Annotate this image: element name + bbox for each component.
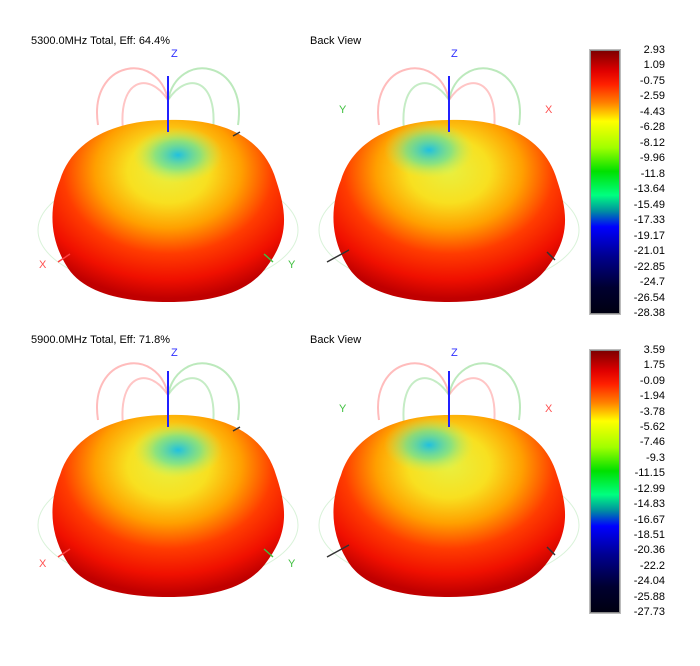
null-region [384,122,474,178]
colorbar-tick-label: 3.59 [643,344,665,356]
y-axis-label-back: Y [339,403,347,415]
axis-stub [326,544,350,558]
x-axis-label-back: X [545,104,553,116]
axis-stub [326,249,350,263]
colorbar-tick-label: -17.33 [633,214,665,227]
x-axis-label: X [39,558,47,570]
y-axis-label-back: Y [339,104,347,116]
z-axis-label: Z [171,347,178,359]
pattern-surface [333,119,566,303]
pattern-surface [52,119,285,303]
x-axis-label: X [39,259,47,271]
colorbar-tick-label: -26.54 [633,291,665,304]
colorbar-tick-label: -6.28 [639,121,665,134]
y-axis-label: Y [288,259,296,271]
colorbar-tick-label: -2.59 [639,90,665,103]
colorbar-tick-label: -3.78 [639,405,665,418]
axis-stub [232,426,241,432]
colorbar-tick-label: -0.75 [639,74,665,87]
x-axis [57,548,71,558]
y-axis [263,548,274,558]
colorbar-tick-label: -14.83 [633,498,665,511]
colorbar-tick-label: -25.88 [633,590,665,603]
colorbar-tick-label: -18.51 [633,528,665,541]
colorbar-tick-label: -9.96 [639,152,665,165]
front-view-pattern [28,335,308,625]
colorbar-tick-label: -28.38 [633,307,665,319]
colorbar-tick-label: -22.85 [633,260,665,273]
axis-stub [232,131,241,137]
z-axis-label: Z [171,48,178,60]
colorbar-tick-label: 1.09 [643,59,665,72]
colorbar-tick-label: -0.09 [639,374,665,387]
colorbar-tick-label: -7.46 [639,436,665,449]
x-axis [57,253,71,263]
pattern-surface [52,414,285,597]
colorbar-tick-label: -1.94 [639,390,665,403]
null-region [384,417,474,473]
colorbar-tick-label: -24.7 [639,276,665,289]
z-axis-label-back: Z [451,347,458,359]
plot-title: 5900.0MHz Total, Eff: 71.8% [31,334,171,346]
colorbar-tick-label: -22.2 [639,559,665,572]
colorbar-tick-label: -5.62 [639,421,665,434]
back-view-pattern [309,40,589,330]
null-region [133,127,223,183]
colorbar-tick-label: -11.15 [634,467,665,480]
colorbar-tick-label: -15.49 [633,198,665,211]
colorbar [589,349,621,614]
colorbar-tick-label: -13.64 [633,183,665,196]
colorbar-tick-label: -21.01 [633,245,665,258]
y-axis-label: Y [288,558,296,570]
back-view-label: Back View [310,35,362,47]
front-view-pattern [28,40,308,330]
colorbar-tick-label: -20.36 [633,544,665,557]
colorbar-tick-label: -24.04 [633,575,665,588]
y-axis [263,253,274,263]
axis-stub [546,251,556,261]
colorbar-tick-label: -11.8 [640,167,665,180]
pattern-surface [333,414,566,597]
x-axis-label-back: X [545,403,553,415]
colorbar [589,49,621,315]
z-axis-label-back: Z [451,48,458,60]
colorbar-tick-label: -8.12 [639,136,665,149]
back-view-label: Back View [310,334,362,346]
colorbar-tick-label: 1.75 [643,359,665,372]
plot-title: 5300.0MHz Total, Eff: 64.4% [31,35,171,47]
colorbar-tick-label: -12.99 [633,482,665,495]
null-region [133,422,223,478]
colorbar-tick-label: -19.17 [633,229,665,242]
colorbar-tick-label: -16.67 [633,513,665,526]
back-view-pattern [309,335,589,625]
colorbar-tick-label: -4.43 [639,105,665,118]
colorbar-tick-label: -27.73 [633,606,665,618]
axis-stub [546,546,556,556]
colorbar-tick-label: -9.3 [646,451,665,464]
colorbar-tick-label: 2.93 [643,44,665,56]
